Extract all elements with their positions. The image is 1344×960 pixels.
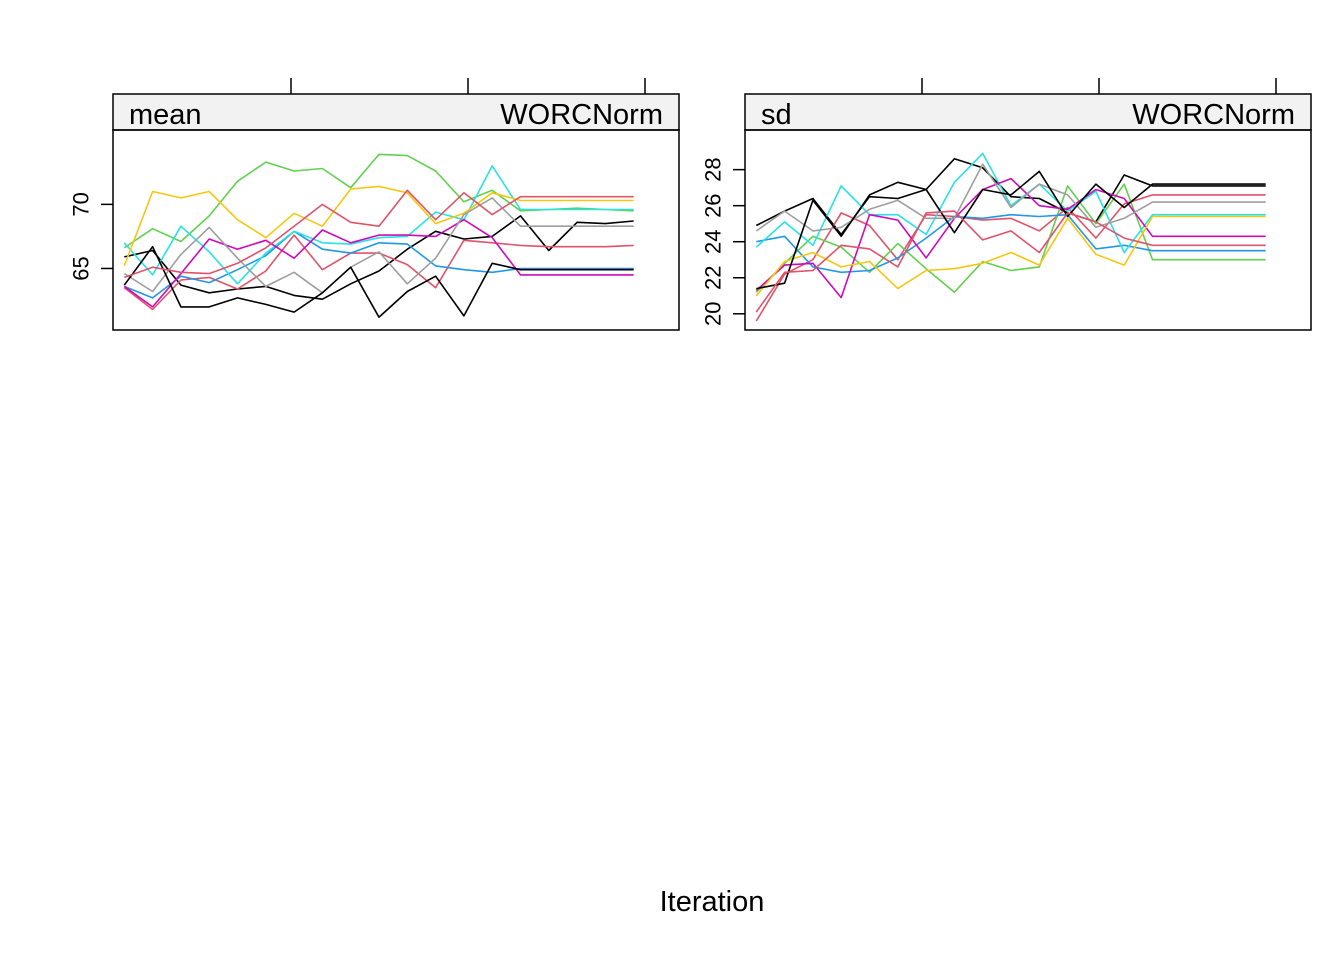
strip-variable-label: mean	[129, 99, 202, 131]
chain-line-7	[755, 215, 1266, 297]
strip-background	[112, 93, 680, 131]
chain-line-4	[123, 230, 634, 299]
chain-line-8	[123, 197, 634, 294]
y-tick-label: 70	[69, 192, 94, 216]
y-tick-label: 65	[69, 256, 94, 280]
chain-line-6	[123, 218, 634, 308]
chain-line-9	[756, 170, 1266, 290]
strip-panel-label: WORCNorm	[500, 99, 663, 131]
chain-line-10	[124, 189, 634, 279]
plot-frame	[744, 129, 1312, 331]
chain-line-3	[755, 183, 1266, 294]
chain-line-9	[123, 245, 634, 319]
chain-line-2	[755, 194, 1266, 322]
y-tick-label: 28	[701, 157, 726, 181]
strip-background	[744, 93, 1312, 131]
y-tick-label: 24	[701, 229, 726, 253]
chain-line-10	[755, 210, 1266, 313]
strip-panel-label: WORCNorm	[1132, 99, 1295, 131]
chain-line-1	[124, 215, 634, 301]
chain-line-6	[755, 177, 1266, 299]
y-tick-label: 20	[701, 302, 726, 326]
chain-line-5	[755, 152, 1266, 254]
chain-line-7	[123, 185, 634, 267]
chain-line-1	[755, 158, 1266, 236]
chain-line-5	[123, 165, 634, 285]
panel-mean: mean WORCNorm 65 70	[69, 78, 680, 331]
plot-frame	[112, 129, 680, 331]
strip-variable-label: sd	[761, 99, 792, 131]
y-tick-label: 26	[701, 193, 726, 217]
x-axis-label: Iteration	[660, 886, 765, 918]
y-tick-label: 22	[701, 266, 726, 290]
chain-line-4	[756, 213, 1266, 274]
chain-line-8	[755, 163, 1266, 232]
panel-sd: sd WORCNorm 20 22 24 26 28	[701, 78, 1312, 331]
chain-line-2	[123, 234, 634, 311]
